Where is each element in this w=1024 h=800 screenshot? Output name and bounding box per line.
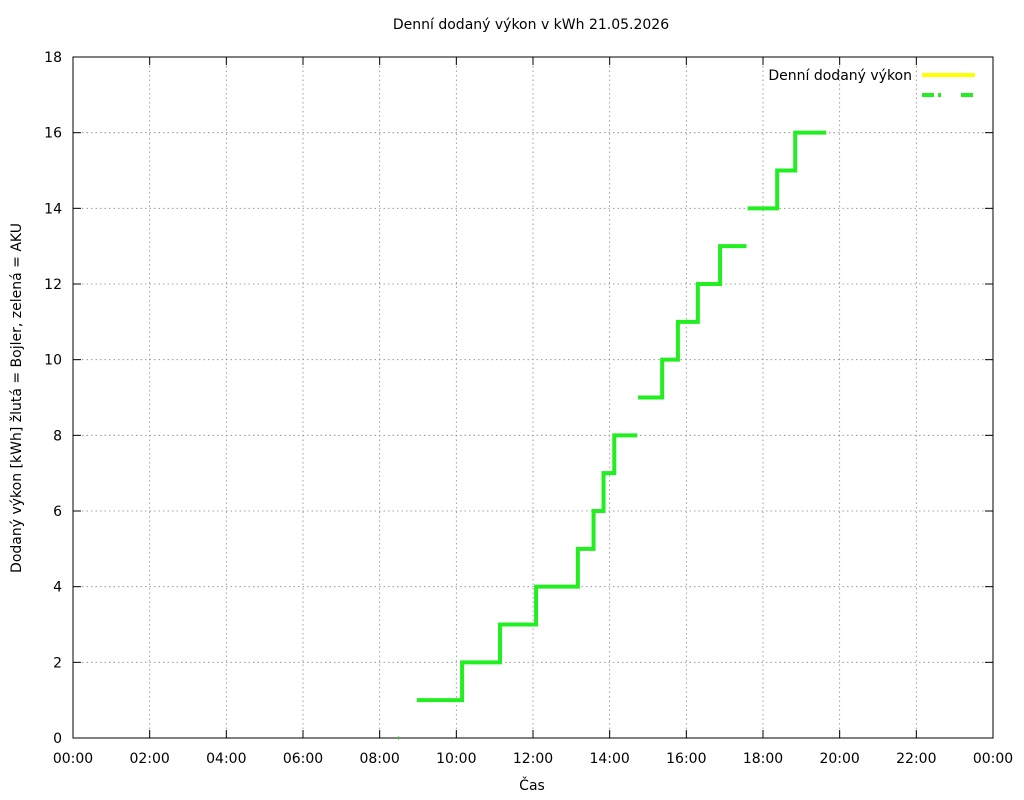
x-tick-label: 08:00 [359, 751, 399, 767]
y-tick-label: 0 [53, 731, 62, 747]
y-tick-label: 4 [53, 580, 62, 596]
x-tick-label: 18:00 [743, 751, 783, 767]
y-tick-label: 10 [44, 353, 62, 369]
x-tick-label: 06:00 [283, 751, 323, 767]
x-tick-label: 02:00 [129, 751, 169, 767]
x-axis-label: Čas [519, 776, 545, 794]
x-tick-label: 00:00 [53, 751, 93, 767]
x-tick-label: 22:00 [896, 751, 936, 767]
y-tick-label: 6 [53, 504, 62, 520]
y-tick-label: 2 [53, 655, 62, 671]
step-line [747, 130, 827, 211]
y-tick-label: 14 [44, 201, 62, 217]
x-tick-label: 14:00 [589, 751, 629, 767]
legend-label: Denní dodaný výkon [768, 68, 912, 84]
step-line [638, 244, 747, 400]
y-tick-label: 18 [44, 50, 62, 66]
x-tick-label: 12:00 [513, 751, 553, 767]
step-line [416, 433, 638, 703]
plot-frame [72, 56, 994, 739]
x-tick-label: 20:00 [819, 751, 859, 767]
x-tick-label: 10:00 [436, 751, 476, 767]
x-tick-label: 04:00 [206, 751, 246, 767]
y-axis-label: Dodaný výkon [kWh] žlutá = Bojler, zelen… [9, 223, 25, 573]
chart-title: Denní dodaný výkon v kWh 21.05.2026 [393, 17, 669, 33]
y-tick-label: 16 [44, 126, 62, 142]
x-tick-label: 00:00 [973, 751, 1013, 767]
y-tick-label: 8 [53, 428, 62, 444]
x-tick-label: 16:00 [666, 751, 706, 767]
y-tick-label: 12 [44, 277, 62, 293]
